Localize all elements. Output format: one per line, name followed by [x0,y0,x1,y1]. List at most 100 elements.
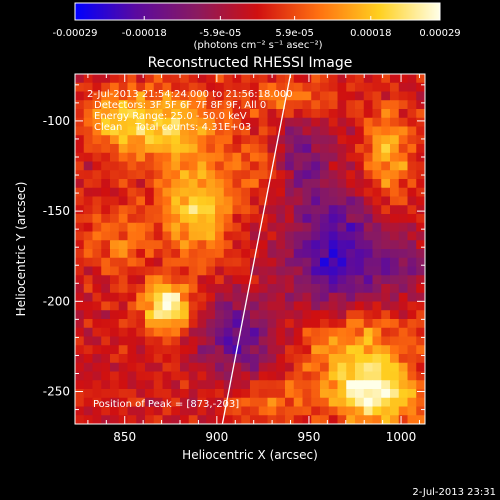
heatmap-cell [127,179,137,189]
heatmap-cell [285,257,295,268]
heatmap-cell [250,362,260,373]
heatmap-cell [346,336,356,346]
heatmap-cell [398,222,409,233]
heatmap-cell [337,310,347,320]
heatmap-cell [355,231,365,241]
heatmap-cell [416,415,425,424]
heatmap-cell [197,135,207,145]
heatmap-cell [145,249,155,259]
heatmap-cell [381,327,391,338]
heatmap-cell [215,362,225,373]
heatmap-cell [320,371,330,381]
heatmap-cell [250,310,260,320]
heatmap-cell [258,319,269,329]
heatmap-cell [153,275,164,285]
heatmap-cell [328,109,339,119]
heatmap-cell [162,397,172,408]
heatmap-cell [136,371,146,381]
heatmap-cell [337,240,347,250]
heatmap-cell [188,91,199,101]
heatmap-cell [223,222,234,233]
heatmap-cell [136,327,146,338]
heatmap-cell [381,319,391,329]
heatmap-cell [293,345,304,355]
heatmap-cell [302,362,312,373]
heatmap-cell [153,389,164,399]
heatmap-cell [241,310,251,320]
heatmap-cell [83,196,94,206]
heatmap-cell [206,82,216,93]
heatmap-cell [311,214,321,224]
heatmap-cell [180,292,190,303]
heatmap-cell [206,205,216,215]
heatmap-cell [110,336,120,346]
heatmap-cell [398,117,409,128]
x-axis-label: Heliocentric X (arcsec) [182,448,318,462]
heatmap-cell [320,196,330,206]
heatmap-cell [363,109,374,119]
y-tick-label: -150 [43,204,70,218]
heatmap-cell [328,275,339,285]
heatmap-cell [223,354,234,364]
heatmap-cell [101,249,111,259]
heatmap-cell [232,152,242,163]
heatmap-cell [267,371,277,381]
heatmap-cell [145,319,155,329]
heatmap-cell [363,126,374,136]
heatmap-cell [232,91,242,101]
heatmap-cell [320,152,330,163]
heatmap-cell [250,144,260,154]
heatmap-cell [285,354,295,364]
heatmap-cell [127,109,137,119]
heatmap-cell [153,354,164,364]
heatmap-cell [355,354,365,364]
heatmap-cell [241,257,251,268]
heatmap-cell [346,284,356,294]
heatmap-cell [101,196,111,206]
heatmap-cell [127,380,137,390]
heatmap-cell [162,196,172,206]
heatmap-cell [145,91,155,101]
heatmap-cell [302,292,312,303]
heatmap-cell [136,231,146,241]
heatmap-cell [197,187,207,198]
heatmap-cell [346,310,356,320]
heatmap-cell [285,336,295,346]
heatmap-cell [407,257,417,268]
heatmap-cell [302,249,312,259]
heatmap-cell [197,389,207,399]
heatmap-cell [136,196,146,206]
heatmap-cell [328,74,339,84]
heatmap-cell [285,327,295,338]
heatmap-cell [276,336,286,346]
heatmap-cell [241,222,251,233]
heatmap-cell [328,240,339,250]
heatmap-cell [416,222,425,233]
heatmap-cell [258,257,269,268]
heatmap-cell [83,275,94,285]
colorbar: -0.00029 -0.00018 -5.9e-05 5.9e-05 0.00018 0.… [53,2,461,51]
heatmap-cell [346,82,356,93]
heatmap-cell [162,214,172,224]
heatmap-cell [407,231,417,241]
heatmap-cell [267,310,277,320]
heatmap-cell [355,82,365,93]
heatmap-cell [136,319,146,329]
heatmap-cell [363,266,374,276]
heatmap-cell [328,389,339,399]
heatmap-cell [215,231,225,241]
heatmap-cell [407,362,417,373]
heatmap-cell [407,415,417,424]
heatmap-cell [145,152,155,163]
heatmap-cell [258,292,269,303]
heatmap-cell [232,292,242,303]
heatmap-cell [162,354,172,364]
heatmap-cell [372,126,382,136]
heatmap-cell [110,257,120,268]
heatmap-cell [197,336,207,346]
heatmap-cell [127,257,137,268]
heatmap-cell [136,362,146,373]
heatmap-cell [320,249,330,259]
heatmap-cell [381,152,391,163]
heatmap-cell [188,74,199,84]
